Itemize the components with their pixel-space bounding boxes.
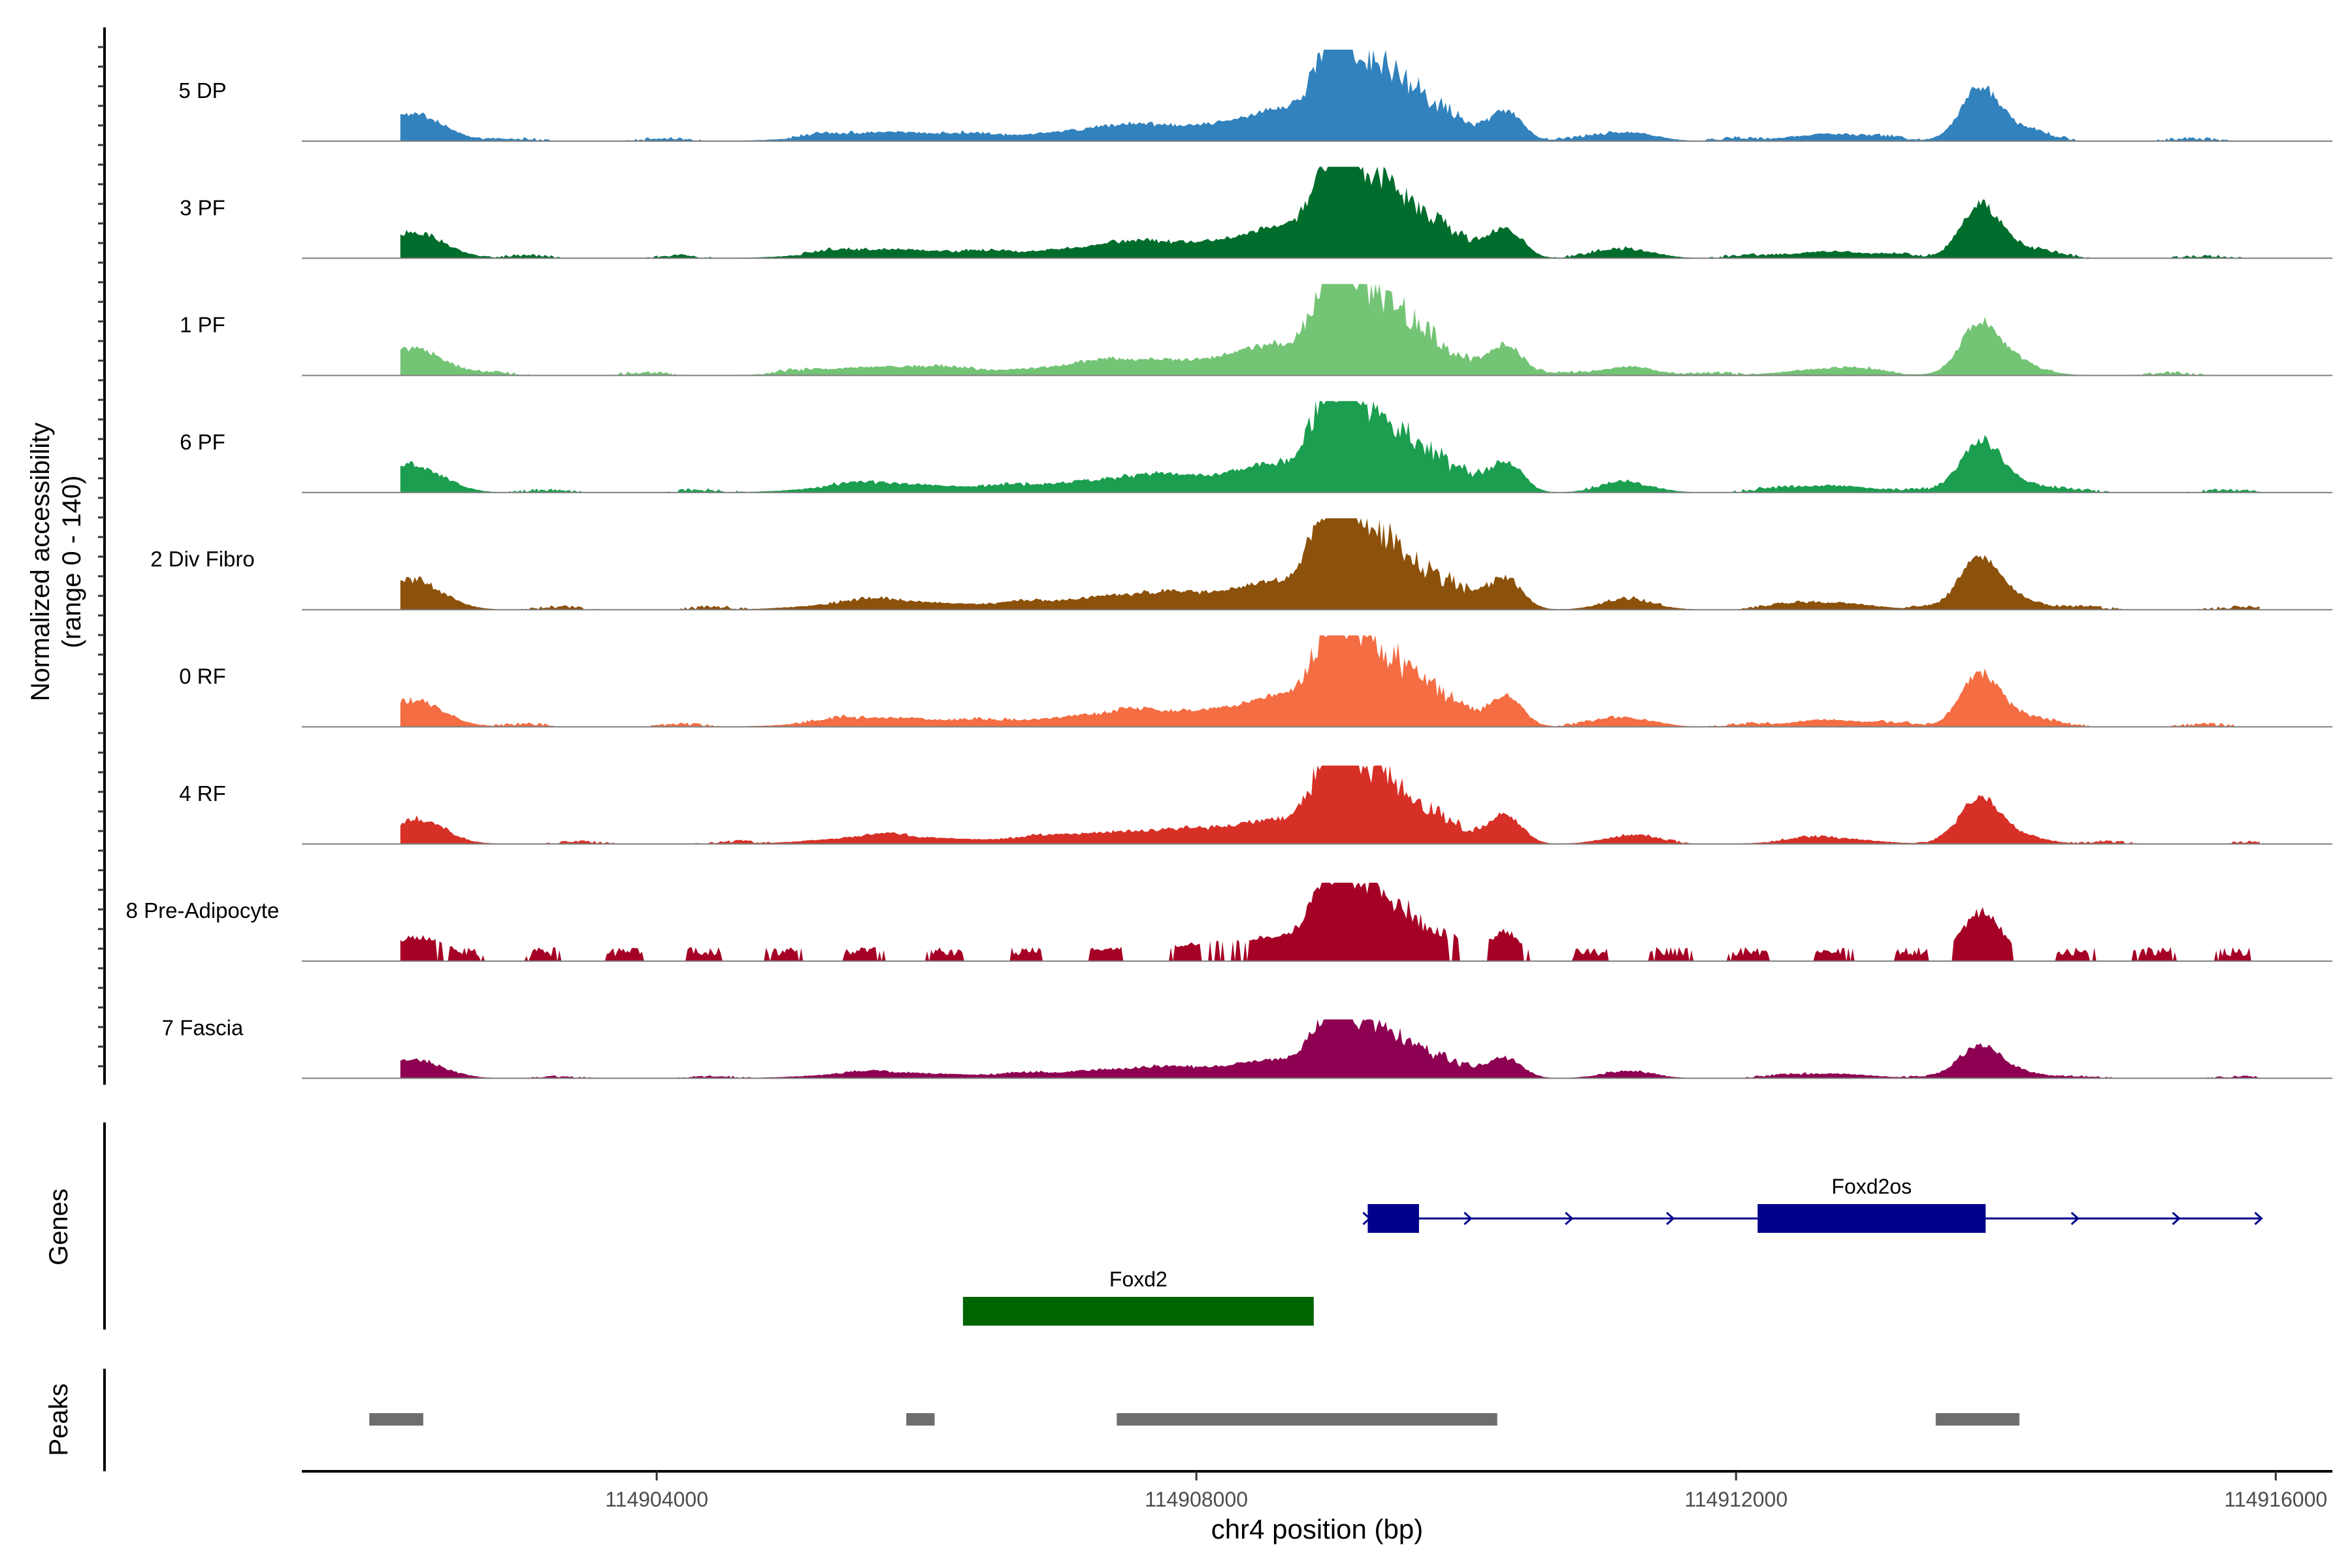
- genes-track-label: Genes: [44, 1188, 73, 1266]
- track-1-pf: 1 PF: [180, 284, 2332, 376]
- track-label-0-rf: 0 RF: [179, 664, 226, 689]
- gene-exon: [1757, 1204, 1986, 1233]
- x-tick-label: 114916000: [2224, 1488, 2327, 1511]
- track-label-8-pre-adipocyte: 8 Pre-Adipocyte: [126, 898, 280, 923]
- track-8-pre-adipocyte: 8 Pre-Adipocyte: [126, 883, 2332, 962]
- strand-arrow: [1666, 1211, 1675, 1226]
- gene-foxd2: Foxd2: [962, 1267, 1314, 1326]
- track-6-pf: 6 PF: [180, 400, 2332, 493]
- track-label-6-pf: 6 PF: [180, 430, 225, 454]
- gene-label-foxd2os: Foxd2os: [1831, 1175, 1912, 1198]
- coverage-area-4-rf: [400, 765, 2260, 844]
- track-4-rf: 4 RF: [179, 765, 2332, 845]
- coverage-area-0-rf: [400, 635, 2260, 727]
- strand-arrow: [2070, 1211, 2080, 1226]
- x-tick-label: 114912000: [1684, 1488, 1788, 1511]
- gene-foxd2os: Foxd2os: [1362, 1175, 2263, 1233]
- track-label-2-div-fibro: 2 Div Fibro: [150, 547, 255, 571]
- peak-region: [369, 1413, 423, 1426]
- track-7-fascia: 7 Fascia: [162, 1015, 2332, 1079]
- y-axis-label-line2: (range 0 - 140): [57, 476, 86, 649]
- y-axis: [98, 27, 106, 1085]
- x-tick-label: 114908000: [1145, 1488, 1248, 1511]
- gene-label-foxd2: Foxd2: [1109, 1267, 1168, 1291]
- peak-region: [1935, 1413, 2019, 1426]
- coverage-area-8-pre-adipocyte: [400, 883, 2260, 962]
- coverage-area-6-pf: [400, 400, 2260, 493]
- gene-exon: [962, 1297, 1314, 1326]
- strand-arrow: [1565, 1211, 1574, 1226]
- strand-arrow: [2172, 1211, 2181, 1226]
- x-tick-label: 114904000: [605, 1488, 708, 1511]
- coverage-area-7-fascia: [400, 1019, 2260, 1079]
- track-3-pf: 3 PF: [180, 167, 2332, 259]
- track-2-div-fibro: 2 Div Fibro: [150, 518, 2332, 611]
- track-label-1-pf: 1 PF: [180, 313, 225, 337]
- track-0-rf: 0 RF: [179, 635, 2332, 728]
- genes-track: Genes Foxd2os Foxd2: [44, 1122, 2263, 1330]
- coverage-tracks: 5 DP 3 PF 1 PF 6 PF 2 Div Fibro 0 RF 4 RF 8 Pre…: [126, 50, 2332, 1079]
- strand-arrow: [1463, 1211, 1473, 1226]
- peak-region: [1117, 1413, 1497, 1426]
- coverage-area-5-dp: [400, 50, 2260, 141]
- track-label-4-rf: 4 RF: [179, 781, 226, 806]
- track-label-7-fascia: 7 Fascia: [162, 1015, 244, 1039]
- coverage-area-2-div-fibro: [400, 518, 2260, 610]
- track-label-5-dp: 5 DP: [178, 78, 226, 103]
- peaks-track: Peaks: [44, 1369, 2019, 1471]
- strand-arrow: [2254, 1211, 2263, 1226]
- coverage-area-3-pf: [400, 167, 2260, 259]
- gene-exon: [1367, 1204, 1419, 1233]
- track-5-dp: 5 DP: [178, 50, 2332, 142]
- track-label-3-pf: 3 PF: [180, 195, 225, 220]
- peaks-track-label: Peaks: [44, 1383, 73, 1456]
- peak-region: [906, 1413, 935, 1426]
- y-axis-label-line1: Normalized accessibility: [26, 423, 55, 702]
- coverage-area-1-pf: [400, 284, 2260, 376]
- x-axis: 114904000 114908000 114912000 114916000: [302, 1470, 2332, 1511]
- x-axis-label: chr4 position (bp): [1211, 1514, 1424, 1544]
